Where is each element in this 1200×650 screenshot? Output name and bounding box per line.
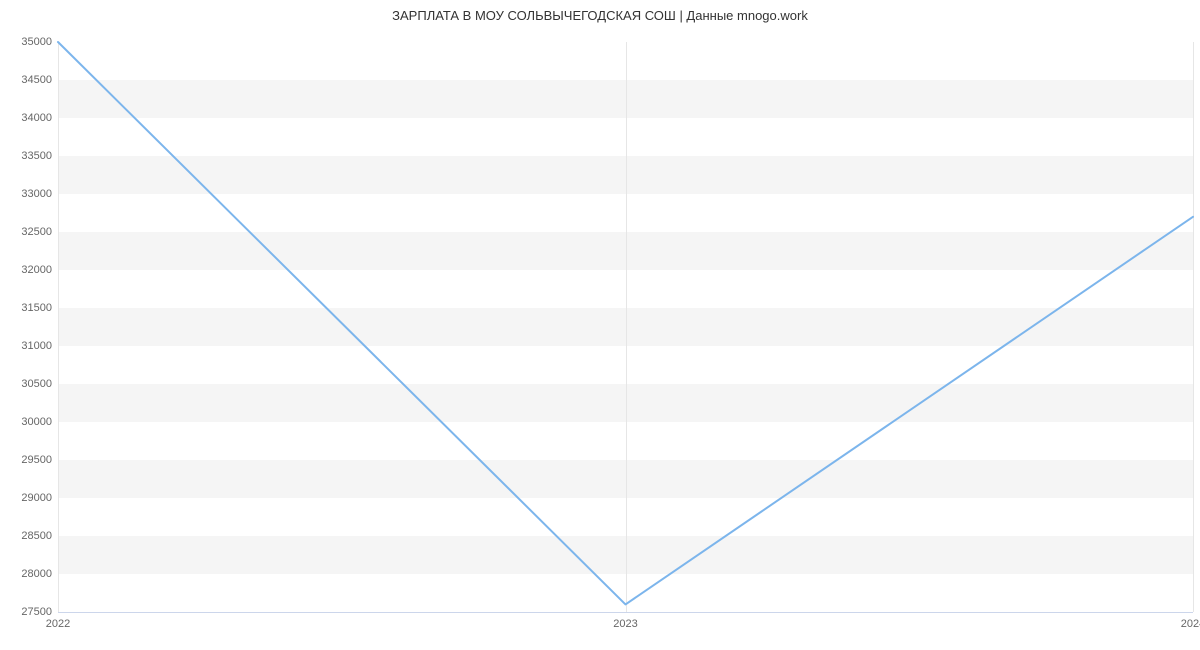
y-tick-label: 28500: [21, 530, 52, 542]
salary-line-chart: ЗАРПЛАТА В МОУ СОЛЬВЫЧЕГОДСКАЯ СОШ | Дан…: [0, 0, 1200, 650]
y-tick-label: 32000: [21, 264, 52, 276]
x-grid-line: [1193, 42, 1194, 612]
y-tick-label: 34500: [21, 74, 52, 86]
y-tick-label: 30500: [21, 378, 52, 390]
y-tick-label: 32500: [21, 226, 52, 238]
plot-area: 2750028000285002900029500300003050031000…: [58, 42, 1193, 612]
y-tick-label: 28000: [21, 568, 52, 580]
x-tick-label: 2023: [613, 618, 637, 630]
y-tick-label: 33500: [21, 150, 52, 162]
x-axis-line: [58, 612, 1193, 613]
y-tick-label: 31000: [21, 340, 52, 352]
series-line: [58, 42, 1193, 612]
y-tick-label: 27500: [21, 606, 52, 618]
y-tick-label: 35000: [21, 36, 52, 48]
y-tick-label: 29500: [21, 454, 52, 466]
y-tick-label: 34000: [21, 112, 52, 124]
chart-title: ЗАРПЛАТА В МОУ СОЛЬВЫЧЕГОДСКАЯ СОШ | Дан…: [0, 8, 1200, 23]
y-tick-label: 31500: [21, 302, 52, 314]
y-tick-label: 33000: [21, 188, 52, 200]
y-tick-label: 29000: [21, 492, 52, 504]
y-tick-label: 30000: [21, 416, 52, 428]
x-tick-label: 2022: [46, 618, 70, 630]
x-tick-label: 2024: [1181, 618, 1200, 630]
